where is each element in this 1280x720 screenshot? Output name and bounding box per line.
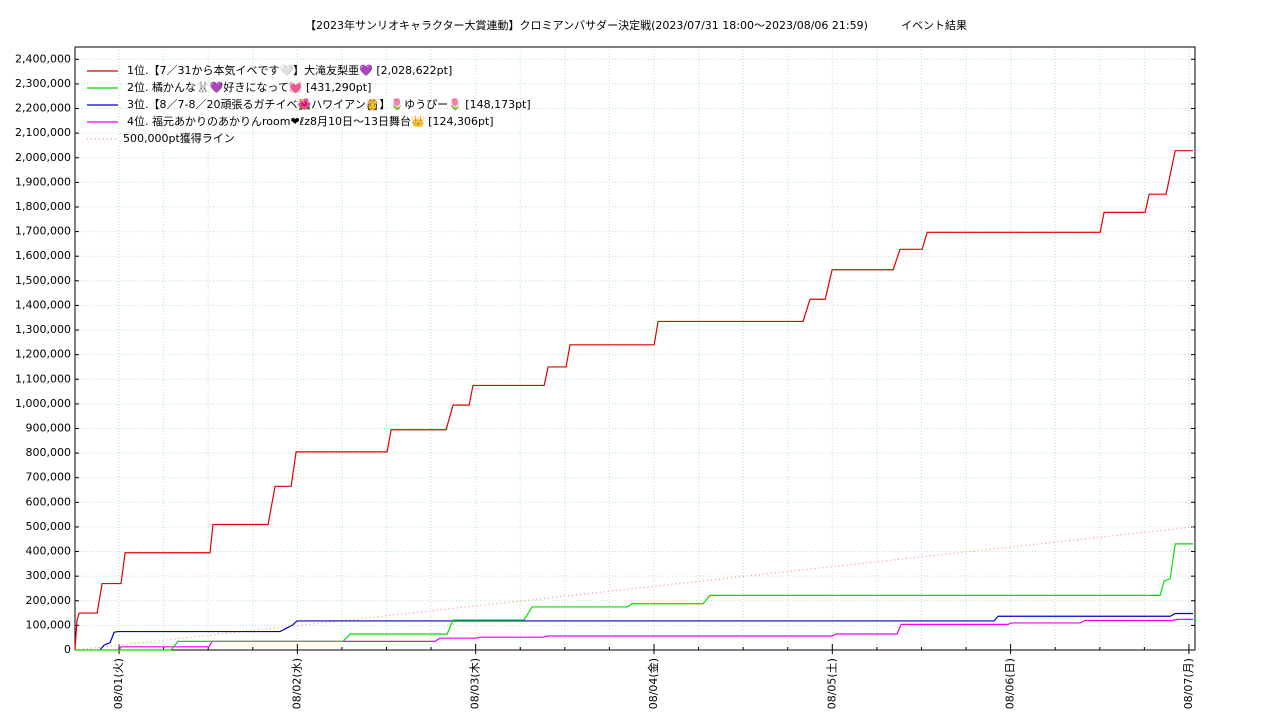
y-tick-label: 200,000	[26, 594, 72, 607]
y-tick-label: 2,000,000	[15, 151, 71, 164]
y-tick-label: 1,400,000	[15, 298, 71, 311]
x-tick-label: 08/03(木)	[469, 658, 482, 709]
y-tick-label: 0	[64, 643, 71, 656]
y-tick-label: 2,300,000	[15, 77, 71, 90]
y-tick-label: 400,000	[26, 545, 72, 558]
y-tick-label: 700,000	[26, 471, 72, 484]
y-tick-label: 2,200,000	[15, 102, 71, 115]
x-tick-label: 08/04(金)	[646, 658, 660, 709]
y-tick-label: 1,100,000	[15, 372, 71, 385]
chart-subtitle: イベント結果	[901, 18, 967, 32]
y-tick-label: 900,000	[26, 421, 72, 434]
y-tick-label: 1,500,000	[15, 274, 71, 287]
y-tick-label: 1,200,000	[15, 348, 71, 361]
series-line	[74, 150, 1194, 651]
y-tick-label: 300,000	[26, 569, 72, 582]
y-tick-label: 600,000	[26, 495, 72, 508]
y-tick-label: 1,600,000	[15, 249, 71, 262]
legend-label: 2位. 橘かんな🐰💜好きになって💓 [431,290pt]	[127, 80, 371, 94]
y-tick-label: 1,900,000	[15, 175, 71, 188]
series-line	[75, 543, 1194, 651]
x-tick-label: 08/06(日)	[1004, 658, 1017, 709]
y-tick-label: 800,000	[26, 446, 72, 459]
x-tick-label: 08/02(水)	[290, 658, 303, 709]
y-tick-label: 500,000	[26, 520, 72, 533]
y-tick-label: 100,000	[26, 618, 72, 631]
x-tick-label: 08/01(火)	[112, 658, 125, 709]
chart-title: 【2023年サンリオキャラクター大賞連動】クロミアンバサダー決定戦(2023/0…	[305, 18, 868, 32]
y-tick-label: 2,400,000	[15, 52, 71, 65]
legend-label: 1位.【7／31から本気イベです🤍】大滝友梨亜💜 [2,028,622pt]	[127, 63, 452, 77]
plot-frame	[74, 46, 1196, 651]
legend-label: 500,000pt獲得ライン	[123, 132, 235, 145]
y-tick-label: 2,100,000	[15, 126, 71, 139]
y-tick-label: 1,000,000	[15, 397, 71, 410]
y-tick-label: 1,700,000	[15, 225, 71, 238]
x-tick-label: 08/07(月)	[1182, 658, 1195, 709]
y-tick-label: 1,300,000	[15, 323, 71, 336]
x-tick-label: 08/05(土)	[825, 658, 838, 709]
legend-label: 4位. 福元あかりのあかりんroom❤︎ℓz8月10日〜13日舞台👑 [124,…	[127, 114, 494, 128]
y-tick-label: 1,800,000	[15, 200, 71, 213]
series-line	[99, 612, 1194, 651]
legend-label: 3位.【8／7-8／20頑張るガチイベ🌺ハワイアン👸】🌷ゆうぴー🌷 [148,1…	[127, 97, 531, 111]
